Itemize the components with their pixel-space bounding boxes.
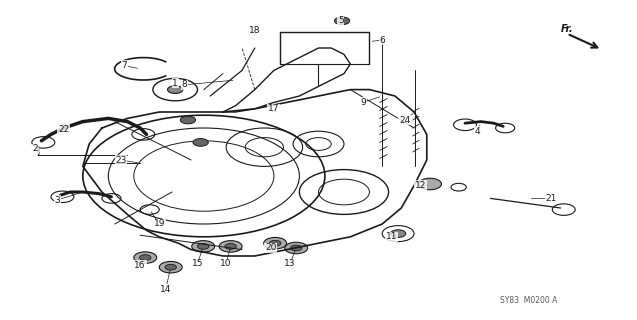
Text: 1: 1 [172,79,178,88]
Text: 24: 24 [399,116,410,124]
Text: 11: 11 [386,232,397,241]
Text: 6: 6 [379,36,385,44]
Circle shape [165,264,176,270]
Circle shape [192,241,215,252]
Circle shape [419,178,441,190]
Circle shape [168,86,183,93]
Text: 19: 19 [154,220,165,228]
Circle shape [159,261,182,273]
Circle shape [334,17,350,25]
Text: 10: 10 [220,260,232,268]
Text: SY83  M0200 A: SY83 M0200 A [500,296,557,305]
Text: 4: 4 [475,127,480,136]
Circle shape [285,242,308,254]
Circle shape [264,237,287,249]
Text: 16: 16 [134,261,146,270]
Text: 3: 3 [54,196,61,204]
Text: Fr.: Fr. [561,24,573,34]
Text: 20: 20 [265,244,276,252]
Circle shape [180,116,196,124]
Circle shape [225,244,236,249]
Text: 17: 17 [268,104,280,113]
Text: 23: 23 [115,156,127,164]
Circle shape [197,244,209,249]
Circle shape [134,252,157,263]
Text: 5: 5 [338,16,344,25]
Text: 14: 14 [160,285,171,294]
Circle shape [219,241,242,252]
Text: 7: 7 [121,61,127,70]
Text: 2: 2 [32,144,38,153]
Text: 18: 18 [249,26,261,35]
Text: 12: 12 [415,181,426,190]
Circle shape [290,245,302,251]
Circle shape [140,255,151,260]
Text: 9: 9 [360,98,366,107]
Text: 22: 22 [58,125,69,134]
Text: 13: 13 [284,260,296,268]
Circle shape [193,139,208,146]
Text: 21: 21 [545,194,557,203]
Text: 15: 15 [192,260,203,268]
Circle shape [269,240,281,246]
Circle shape [390,230,406,237]
Text: 8: 8 [182,80,188,89]
